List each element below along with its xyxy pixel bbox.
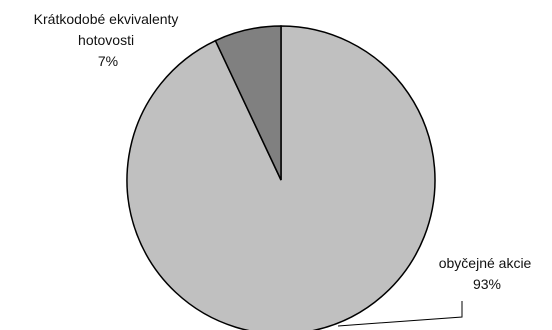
slice-value-kratkodobe: 7%: [98, 53, 118, 69]
pie-slice-obycejne-akcie: [126, 25, 436, 330]
leader-line-obycejne-akcie: [337, 301, 463, 327]
pie-slice-kratkodobe-ekvivalenty: [214, 25, 282, 181]
slice-label-kratkodobe: Krátkodobé ekvivalenty hotovosti 7%: [34, 11, 183, 69]
pie-slices: [126, 25, 436, 330]
slice-label-obycejne-akcie: obyčejné akcie 93%: [439, 255, 536, 292]
leader-lines: [337, 301, 463, 327]
slice-value-obycejne: 93%: [473, 276, 501, 292]
slice-labels: Krátkodobé ekvivalenty hotovosti 7% obyč…: [34, 11, 536, 292]
slice-label-kratkodobe-line1: Krátkodobé ekvivalenty: [34, 11, 179, 27]
slice-label-obycejne-line1: obyčejné akcie: [439, 255, 532, 271]
slice-label-kratkodobe-line2: hotovosti: [78, 32, 134, 48]
